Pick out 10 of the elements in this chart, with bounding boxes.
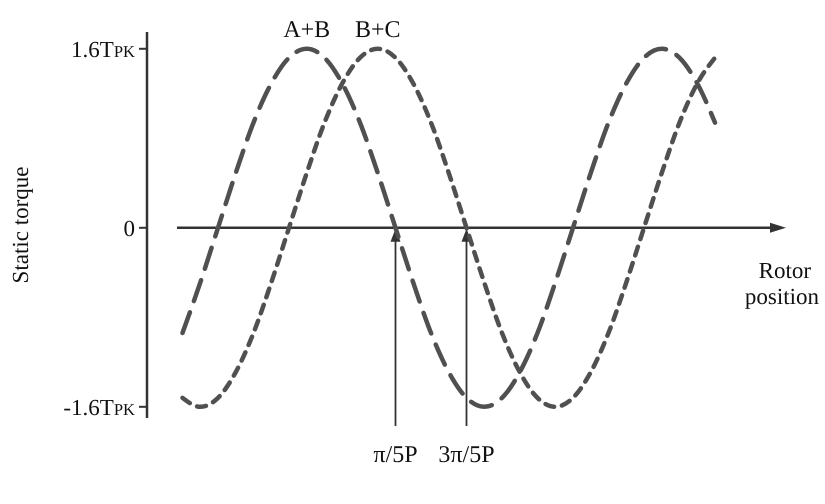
y-axis-title: Static torque: [8, 166, 33, 284]
line-series: [180, 46, 718, 410]
y-tick-label: -1.6TPK: [63, 394, 136, 420]
x-axis-title: Rotor position: [744, 258, 820, 309]
x-tick-label: π/5P: [373, 442, 418, 468]
annotation: B+C: [354, 16, 401, 43]
y-tick-label: 0: [124, 216, 135, 241]
annotation: A+B: [283, 16, 330, 43]
y-tick-label: 1.6TPK: [71, 36, 136, 62]
x-tick-label: 3π/5P: [438, 442, 495, 468]
